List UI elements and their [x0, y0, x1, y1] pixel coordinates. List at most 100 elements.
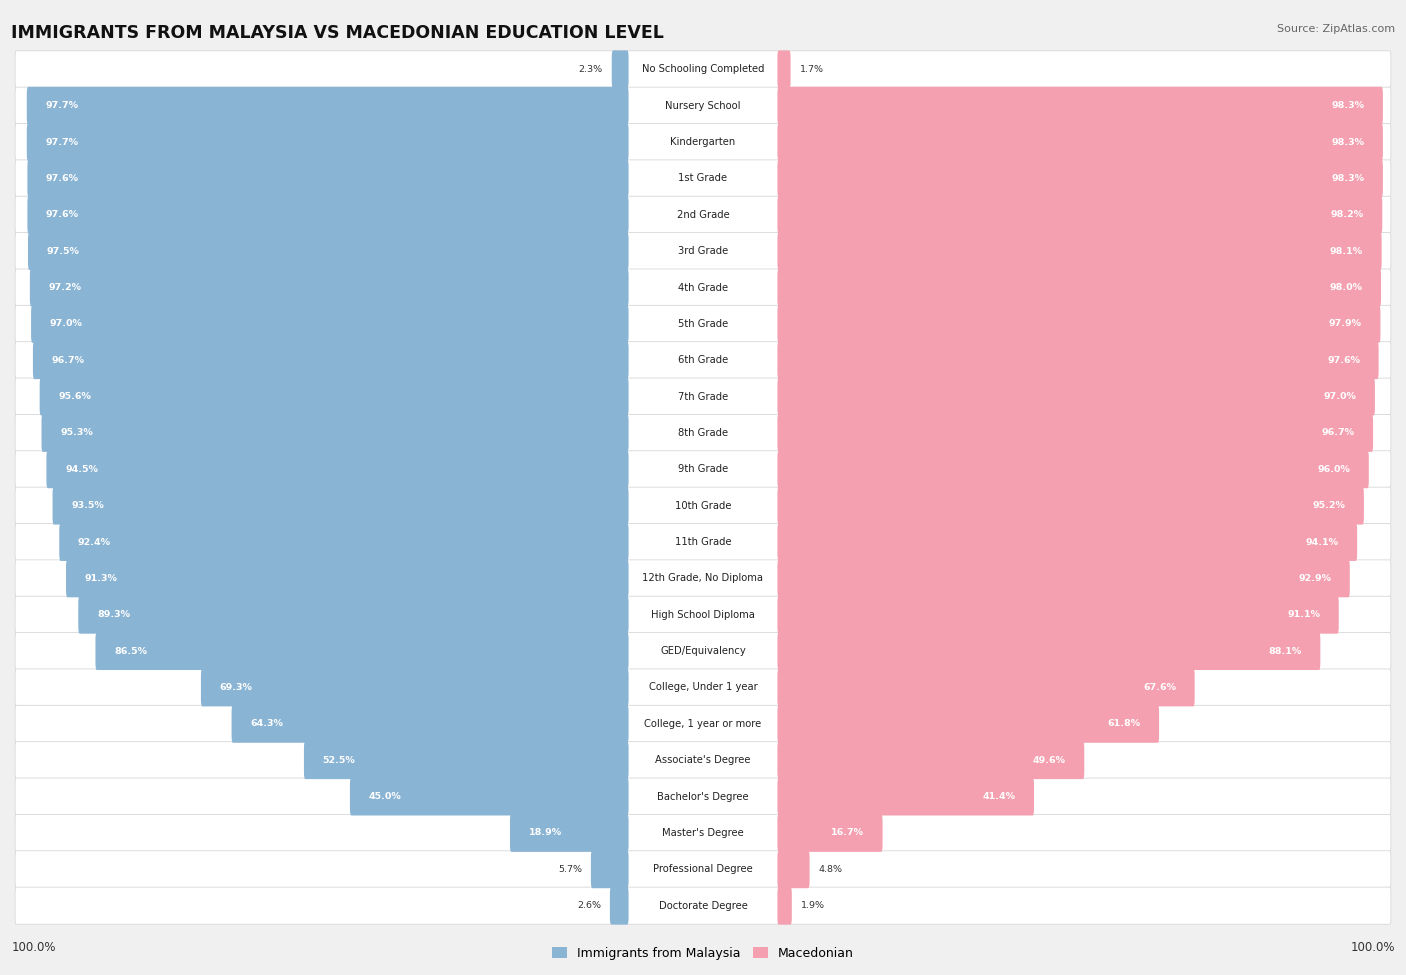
FancyBboxPatch shape	[778, 450, 1369, 488]
Text: 97.0%: 97.0%	[49, 320, 83, 329]
FancyBboxPatch shape	[15, 705, 1391, 742]
FancyBboxPatch shape	[232, 705, 628, 743]
Text: 98.3%: 98.3%	[1331, 101, 1364, 110]
Text: 97.9%: 97.9%	[1329, 320, 1362, 329]
Text: 61.8%: 61.8%	[1108, 720, 1140, 728]
FancyBboxPatch shape	[778, 123, 1384, 161]
FancyBboxPatch shape	[15, 669, 1391, 706]
FancyBboxPatch shape	[15, 414, 1391, 451]
FancyBboxPatch shape	[778, 741, 1084, 779]
Text: 98.3%: 98.3%	[1331, 137, 1364, 146]
Text: 64.3%: 64.3%	[250, 720, 283, 728]
Text: 100.0%: 100.0%	[11, 941, 56, 954]
FancyBboxPatch shape	[15, 887, 1391, 924]
FancyBboxPatch shape	[778, 232, 1382, 270]
Text: 95.6%: 95.6%	[58, 392, 91, 401]
Text: 3rd Grade: 3rd Grade	[678, 246, 728, 256]
Text: 97.2%: 97.2%	[48, 283, 82, 292]
FancyBboxPatch shape	[15, 742, 1391, 779]
FancyBboxPatch shape	[30, 268, 628, 306]
Text: 97.7%: 97.7%	[45, 137, 79, 146]
Text: 92.9%: 92.9%	[1298, 574, 1331, 583]
Text: 91.1%: 91.1%	[1286, 610, 1320, 619]
FancyBboxPatch shape	[15, 488, 1391, 525]
Text: 4th Grade: 4th Grade	[678, 283, 728, 292]
FancyBboxPatch shape	[778, 705, 1159, 743]
Text: 95.2%: 95.2%	[1312, 501, 1346, 510]
FancyBboxPatch shape	[778, 341, 1379, 379]
FancyBboxPatch shape	[42, 414, 628, 451]
Text: 16.7%: 16.7%	[831, 829, 863, 838]
Text: 9th Grade: 9th Grade	[678, 464, 728, 474]
Text: 5.7%: 5.7%	[558, 865, 582, 874]
FancyBboxPatch shape	[510, 814, 628, 852]
FancyBboxPatch shape	[32, 341, 628, 379]
Text: 97.6%: 97.6%	[46, 174, 79, 183]
Text: Associate's Degree: Associate's Degree	[655, 756, 751, 765]
Text: 67.6%: 67.6%	[1143, 683, 1175, 692]
Text: 86.5%: 86.5%	[114, 646, 148, 655]
Text: 97.6%: 97.6%	[46, 211, 79, 219]
Text: Professional Degree: Professional Degree	[654, 864, 752, 875]
FancyBboxPatch shape	[15, 51, 1391, 88]
Text: 5th Grade: 5th Grade	[678, 319, 728, 329]
FancyBboxPatch shape	[15, 450, 1391, 488]
FancyBboxPatch shape	[59, 524, 628, 561]
Text: 91.3%: 91.3%	[84, 574, 118, 583]
FancyBboxPatch shape	[15, 633, 1391, 670]
Text: 93.5%: 93.5%	[72, 501, 104, 510]
FancyBboxPatch shape	[778, 524, 1357, 561]
Text: 11th Grade: 11th Grade	[675, 537, 731, 547]
Text: 2.3%: 2.3%	[579, 64, 603, 74]
FancyBboxPatch shape	[15, 124, 1391, 161]
FancyBboxPatch shape	[46, 450, 628, 488]
FancyBboxPatch shape	[31, 305, 628, 343]
Text: 96.0%: 96.0%	[1317, 465, 1350, 474]
FancyBboxPatch shape	[778, 160, 1384, 197]
Text: High School Diploma: High School Diploma	[651, 609, 755, 620]
Text: 12th Grade, No Diploma: 12th Grade, No Diploma	[643, 573, 763, 583]
FancyBboxPatch shape	[612, 51, 628, 88]
FancyBboxPatch shape	[15, 597, 1391, 634]
FancyBboxPatch shape	[778, 887, 792, 924]
Text: 88.1%: 88.1%	[1268, 646, 1302, 655]
Text: 8th Grade: 8th Grade	[678, 428, 728, 438]
FancyBboxPatch shape	[27, 123, 628, 161]
Text: Nursery School: Nursery School	[665, 100, 741, 111]
FancyBboxPatch shape	[778, 377, 1375, 415]
FancyBboxPatch shape	[15, 378, 1391, 415]
Text: 97.7%: 97.7%	[45, 101, 79, 110]
Text: Bachelor's Degree: Bachelor's Degree	[657, 792, 749, 801]
FancyBboxPatch shape	[15, 305, 1391, 342]
Text: 95.3%: 95.3%	[60, 428, 93, 438]
FancyBboxPatch shape	[778, 850, 810, 888]
FancyBboxPatch shape	[778, 560, 1350, 598]
FancyBboxPatch shape	[778, 778, 1033, 815]
Text: IMMIGRANTS FROM MALAYSIA VS MACEDONIAN EDUCATION LEVEL: IMMIGRANTS FROM MALAYSIA VS MACEDONIAN E…	[11, 24, 664, 42]
FancyBboxPatch shape	[79, 596, 628, 634]
FancyBboxPatch shape	[96, 632, 628, 670]
FancyBboxPatch shape	[15, 160, 1391, 197]
FancyBboxPatch shape	[778, 414, 1374, 451]
Text: 98.0%: 98.0%	[1330, 283, 1362, 292]
FancyBboxPatch shape	[778, 487, 1364, 525]
Text: Doctorate Degree: Doctorate Degree	[658, 901, 748, 911]
Text: 89.3%: 89.3%	[97, 610, 129, 619]
FancyBboxPatch shape	[591, 850, 628, 888]
FancyBboxPatch shape	[15, 341, 1391, 378]
Text: 18.9%: 18.9%	[529, 829, 561, 838]
FancyBboxPatch shape	[15, 851, 1391, 888]
FancyBboxPatch shape	[15, 778, 1391, 815]
FancyBboxPatch shape	[28, 232, 628, 270]
FancyBboxPatch shape	[27, 160, 628, 197]
Text: College, 1 year or more: College, 1 year or more	[644, 719, 762, 729]
Text: 96.7%: 96.7%	[1322, 428, 1354, 438]
Text: Master's Degree: Master's Degree	[662, 828, 744, 838]
FancyBboxPatch shape	[27, 87, 628, 125]
FancyBboxPatch shape	[15, 196, 1391, 233]
FancyBboxPatch shape	[15, 269, 1391, 306]
FancyBboxPatch shape	[15, 87, 1391, 124]
FancyBboxPatch shape	[15, 560, 1391, 597]
Text: 92.4%: 92.4%	[77, 537, 111, 547]
Text: 45.0%: 45.0%	[368, 792, 401, 801]
